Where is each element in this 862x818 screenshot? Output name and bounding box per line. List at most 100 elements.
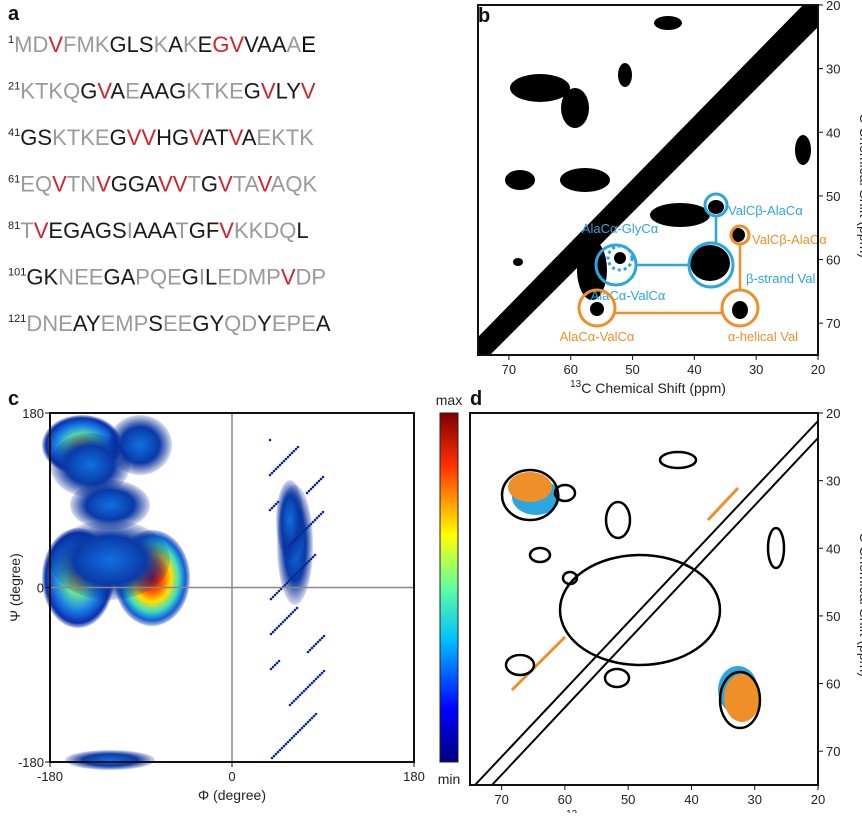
- residue: Y: [257, 311, 272, 336]
- axis-label-text: C Chemical Shift (ppm): [581, 380, 726, 396]
- x-tick-label: 30: [749, 362, 763, 377]
- residue: D: [263, 218, 279, 243]
- y-tick-label: 30: [826, 474, 840, 489]
- residue: E: [229, 79, 244, 104]
- scatter-dot: [296, 445, 300, 449]
- scatter-dot: [272, 469, 276, 473]
- residue: V: [189, 125, 204, 150]
- scatter-dot: [296, 730, 300, 734]
- residue: M: [248, 265, 266, 290]
- residue: G: [128, 172, 145, 197]
- residue: M: [76, 32, 94, 57]
- annotation-label: α-helical Val: [728, 329, 798, 344]
- residue: A: [145, 172, 160, 197]
- scatter-dot: [290, 736, 294, 740]
- scatter-dot: [297, 569, 301, 573]
- simulated-peak: [724, 674, 760, 722]
- residue: K: [299, 125, 314, 150]
- scatter-dot: [304, 722, 308, 726]
- scatter-dot: [313, 518, 317, 522]
- residue: M: [14, 32, 32, 57]
- scatter-dot: [310, 646, 314, 650]
- scatter-dot: [280, 461, 284, 465]
- annotation-label: β-strand Val: [746, 271, 815, 286]
- y-tick-label: 40: [826, 541, 840, 556]
- residue: V: [173, 172, 188, 197]
- residue: N: [80, 172, 96, 197]
- residue: F: [206, 218, 219, 243]
- residue: V: [218, 172, 233, 197]
- residue: A: [148, 218, 163, 243]
- residue: A: [162, 218, 177, 243]
- residue: V: [48, 32, 63, 57]
- residue: K: [271, 125, 286, 150]
- scatter-dot: [312, 679, 316, 683]
- scatter-dot: [304, 687, 308, 691]
- scatter-dot: [310, 716, 314, 720]
- scatter-dot: [291, 575, 295, 579]
- axis-label-text: C Chemical Shift (ppm): [857, 113, 862, 258]
- scatter-dot: [296, 695, 300, 699]
- scatter-dot: [318, 673, 322, 677]
- scatter-dot: [283, 618, 287, 622]
- plot-density: max min -180 0 180 180 0 -180 Φ (degree) Ψ (degre…: [7, 392, 462, 803]
- plot-contour: AlaCα-GlyCα ValCβ-AlaCα ValCβ-AlaCα β-stran…: [477, 0, 862, 396]
- scatter-dot: [311, 520, 315, 524]
- scatter-dot: [309, 557, 313, 561]
- residue: L: [296, 218, 308, 243]
- residue: E: [217, 265, 232, 290]
- scatter-dot: [273, 593, 277, 597]
- x-tick-label: 30: [747, 792, 761, 807]
- contour-peak: [590, 302, 604, 316]
- residue: E: [301, 32, 316, 57]
- residue: G: [169, 79, 186, 104]
- annotation-label: AlaCα-GlyCα: [582, 221, 659, 236]
- y-axis-label: 13C Chemical Shift (ppm): [857, 521, 862, 677]
- scatter-dot: [293, 573, 297, 577]
- residue: K: [20, 79, 35, 104]
- x-tick-label: 60: [558, 792, 572, 807]
- scatter-dot: [270, 506, 274, 510]
- residue: G: [20, 125, 37, 150]
- scatter-dot: [302, 724, 306, 728]
- scatter-dot: [316, 640, 320, 644]
- scatter-dot: [270, 756, 274, 760]
- y-tick-label: 20: [826, 0, 840, 13]
- scatter-dot: [308, 683, 312, 687]
- residue-number: 61: [8, 174, 20, 186]
- residue: E: [74, 265, 89, 290]
- residue: A: [287, 32, 302, 57]
- y-tick-label: 70: [826, 744, 840, 759]
- contour-peak: [618, 63, 632, 87]
- scatter-dot: [272, 754, 276, 758]
- sequence-row: 121DNEAYEMPSEEGYQDYEPEA: [8, 311, 331, 336]
- y-tick-label: 50: [826, 189, 840, 204]
- residue: V: [34, 218, 49, 243]
- scatter-dot: [271, 630, 275, 634]
- contour-outline: [603, 667, 631, 689]
- scatter-dot: [297, 534, 301, 538]
- residue: V: [229, 32, 244, 57]
- scatter-dot: [305, 491, 309, 495]
- residue: Y: [86, 311, 101, 336]
- residue: T: [35, 79, 48, 104]
- x-tick-label: 0: [228, 769, 235, 784]
- scatter-dot: [299, 567, 303, 571]
- x-axis-label: 13C Chemical Shift (ppm): [566, 809, 722, 813]
- scatter-dot: [276, 465, 280, 469]
- scatter-dot: [293, 608, 297, 612]
- diagonal-contour: [478, 5, 818, 355]
- residue: T: [20, 218, 33, 243]
- scatter-dot: [307, 559, 311, 563]
- sequence-row: 101GKNEEGAPQEGILEDMPVDP: [8, 265, 326, 290]
- residue: K: [52, 125, 67, 150]
- residue: G: [212, 32, 229, 57]
- scatter-dot: [287, 579, 291, 583]
- panel-letter: c: [8, 388, 19, 410]
- contour-outline: [718, 670, 762, 730]
- scatter-dot: [268, 508, 272, 512]
- scatter-dot: [294, 697, 298, 701]
- scatter-dot: [286, 455, 290, 459]
- y-tick-label: 30: [826, 62, 840, 77]
- scatter-dot: [299, 532, 303, 536]
